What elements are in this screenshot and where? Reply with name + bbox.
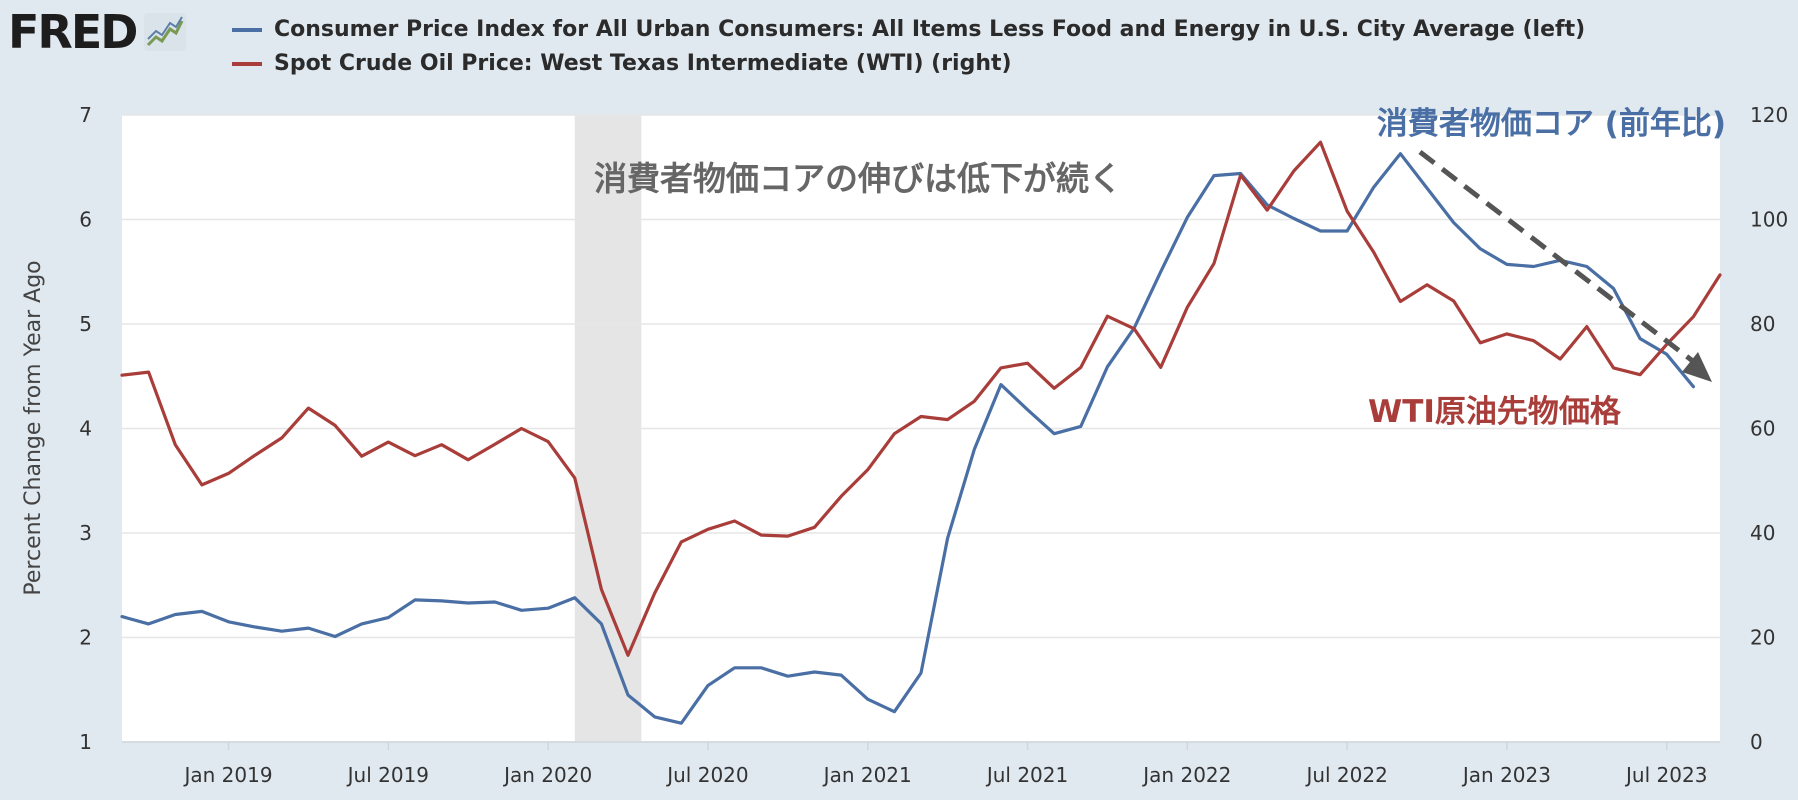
series-line-cpi <box>120 152 1696 725</box>
fred-logo[interactable]: FRED <box>8 5 187 59</box>
x-tick-label: Jul 2021 <box>985 763 1068 787</box>
x-tick-label: Jan 2020 <box>502 763 592 787</box>
legend-label-cpi: Consumer Price Index for All Urban Consu… <box>274 17 1586 42</box>
y-left-tick-label: 3 <box>79 521 92 545</box>
x-tick-label: Jul 2023 <box>1624 763 1707 787</box>
y-left-tick-label: 6 <box>79 208 92 232</box>
x-tick-label: Jan 2022 <box>1141 763 1231 787</box>
y-left-tick-label: 7 <box>79 103 92 127</box>
legend-item-cpi[interactable]: Consumer Price Index for All Urban Consu… <box>232 17 1585 42</box>
annotation-wti: WTI原油先物価格 <box>1368 394 1622 430</box>
legend-item-wti[interactable]: Spot Crude Oil Price: West Texas Interme… <box>232 51 1012 76</box>
series-layer <box>120 140 1722 725</box>
chart-header: FRED Consumer Price Index for All Urban … <box>0 0 1798 100</box>
x-tick-label: Jan 2021 <box>822 763 912 787</box>
fred-logo-text: FRED <box>8 5 138 59</box>
x-tick-label: Jan 2023 <box>1461 763 1551 787</box>
chart-line-icon <box>144 13 187 51</box>
y-right-tick-label: 60 <box>1750 417 1775 441</box>
y-left-tick-label: 2 <box>79 626 92 650</box>
y-left-tick-label: 5 <box>79 312 92 336</box>
y-right-tick-label: 120 <box>1750 103 1788 127</box>
y-axis-label: Percent Change from Year Ago <box>21 260 46 595</box>
y-left-tick-label: 1 <box>79 730 92 754</box>
legend-swatch-cpi <box>232 27 262 32</box>
x-tick-label: Jul 2020 <box>665 763 748 787</box>
annotation-core-trend: 消費者物価コアの伸びは低下が続く <box>594 159 1122 198</box>
y-left-tick-label: 4 <box>79 417 92 441</box>
x-tick-label: Jan 2019 <box>182 763 272 787</box>
annotation-core-cpi: 消費者物価コア (前年比) <box>1377 106 1726 142</box>
y-right-tick-label: 0 <box>1750 730 1763 754</box>
x-tick-label: Jul 2022 <box>1304 763 1387 787</box>
legend-label-wti: Spot Crude Oil Price: West Texas Interme… <box>274 51 1012 76</box>
y-right-tick-label: 20 <box>1750 626 1775 650</box>
trend-arrow <box>1418 150 1712 382</box>
legend-swatch-wti <box>232 61 262 66</box>
series-line-wti <box>120 140 1722 657</box>
y-right-tick-label: 80 <box>1750 312 1775 336</box>
y-right-tick-label: 100 <box>1750 208 1788 232</box>
x-tick-label: Jul 2019 <box>346 763 429 787</box>
axis-layer: 1 2 3 4 5 6 7 0 20 40 60 80 100 120 Jan 2019 Jul 2019 Ja… <box>79 103 1788 787</box>
y-right-tick-label: 40 <box>1750 521 1775 545</box>
